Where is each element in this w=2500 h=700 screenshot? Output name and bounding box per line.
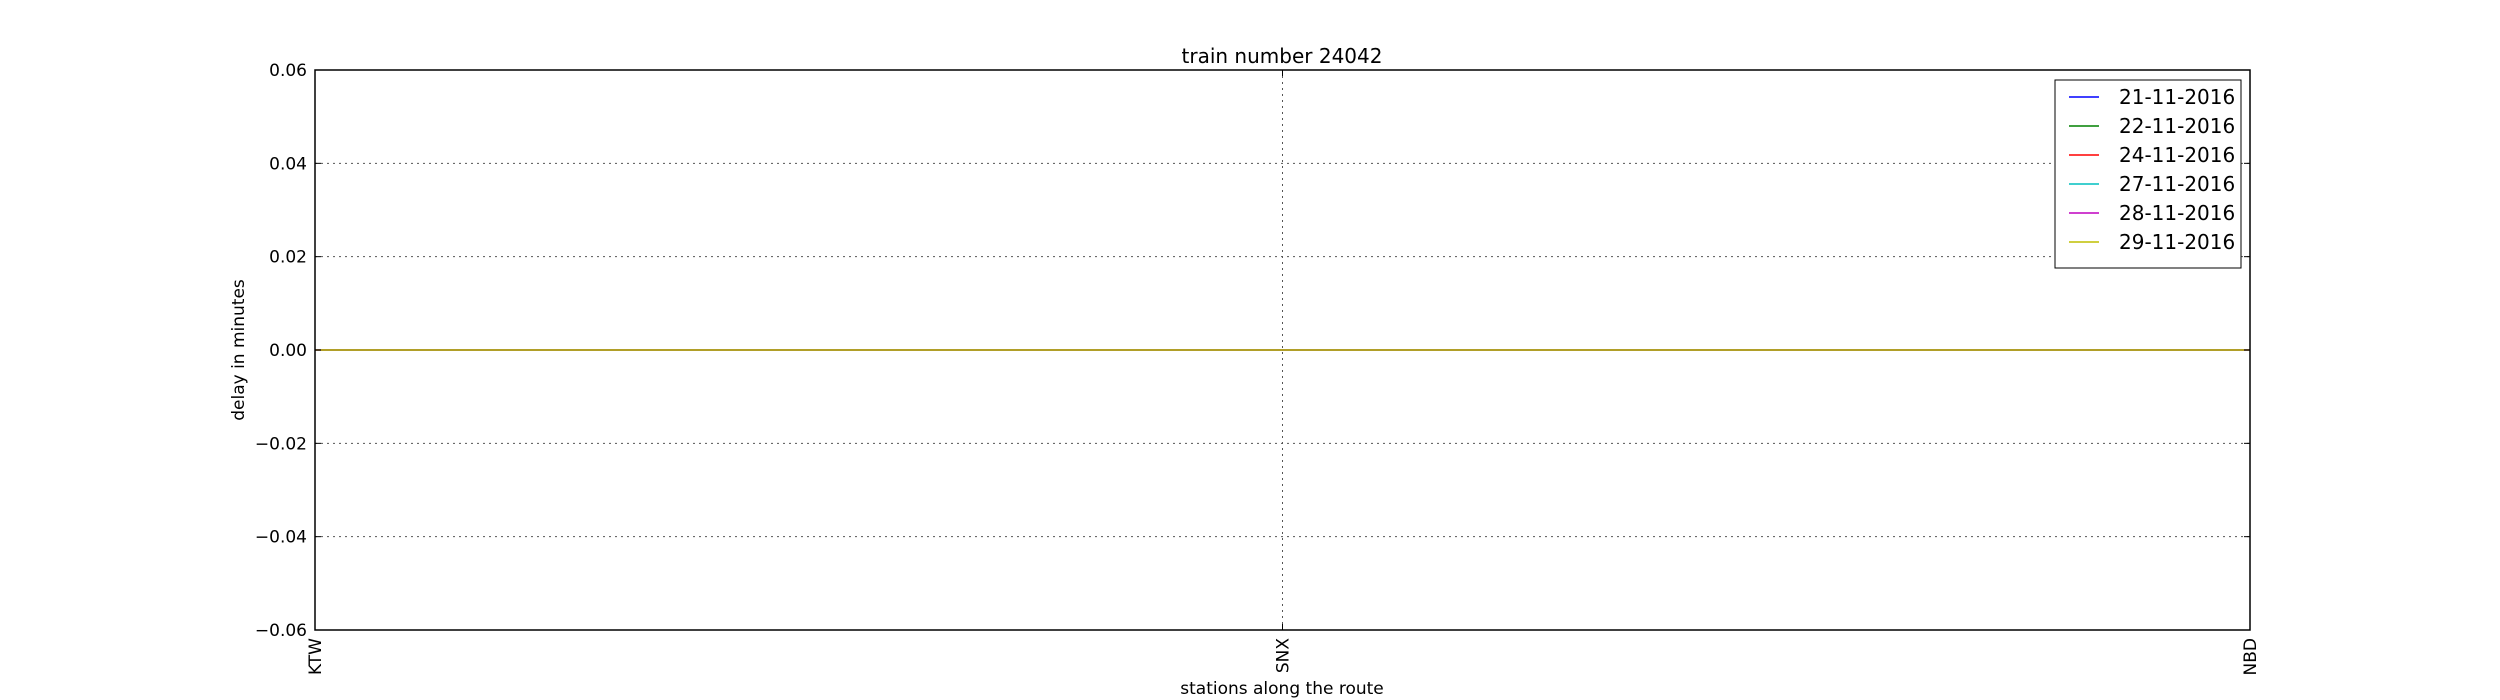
legend-label: 28-11-2016 [2119, 201, 2235, 225]
legend: 21-11-2016 22-11-2016 24-11-2016 27-11-2016… [2054, 79, 2242, 269]
y-tick-label: 0.04 [269, 154, 307, 174]
legend-label: 22-11-2016 [2119, 114, 2235, 138]
y-tick-label: −0.04 [255, 528, 307, 548]
y-tick-label: 0.00 [269, 341, 307, 361]
x-axis-label: stations along the route [1180, 679, 1384, 699]
chart-title: train number 24042 [1182, 44, 1383, 68]
legend-box [2054, 79, 2242, 269]
y-tick-label: −0.06 [255, 621, 307, 641]
legend-label: 27-11-2016 [2119, 172, 2235, 196]
y-axis-label: delay in minutes [229, 279, 249, 421]
x-tick-label: NBD [2241, 638, 2261, 675]
y-tick-label: −0.02 [255, 434, 307, 454]
legend-label: 24-11-2016 [2119, 143, 2235, 167]
y-tick-label: 0.06 [269, 61, 307, 81]
legend-label: 21-11-2016 [2119, 85, 2235, 109]
legend-label: 29-11-2016 [2119, 230, 2235, 254]
x-tick-label: KTW [306, 638, 326, 675]
x-tick-label: SNX [1274, 638, 1294, 674]
y-tick-label: 0.02 [269, 248, 307, 268]
